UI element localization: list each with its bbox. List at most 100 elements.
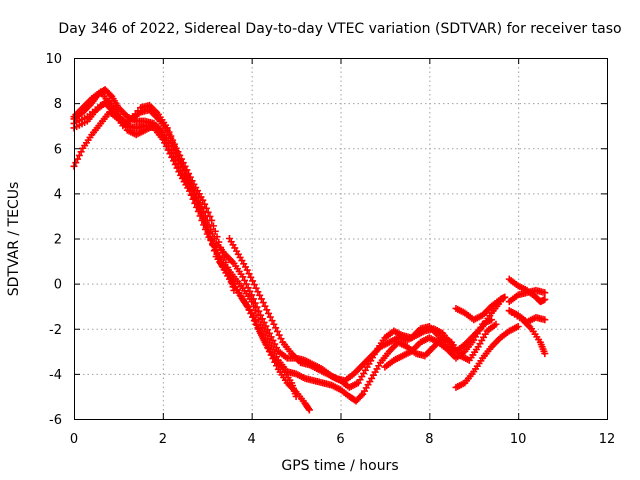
chart-title: Day 346 of 2022, Sidereal Day-to-day VTE… (58, 21, 621, 37)
series-arc-9 (452, 293, 509, 324)
data-point (206, 232, 214, 240)
data-point (245, 270, 253, 278)
data-point (257, 295, 265, 303)
data-point (227, 276, 235, 284)
data-point (241, 276, 249, 284)
data-point (199, 214, 207, 222)
data-point (249, 277, 257, 285)
data-point (183, 166, 191, 174)
data-point (253, 311, 261, 319)
data-point (277, 335, 285, 343)
data-point (247, 273, 255, 281)
series-arc-5 (70, 88, 238, 294)
y-tick-label: 4 (54, 187, 62, 202)
data-point (249, 302, 257, 310)
data-point (169, 136, 177, 144)
series-arc-7 (381, 316, 496, 371)
x-tick-label: 10 (510, 432, 527, 447)
data-point (273, 327, 281, 335)
data-point (261, 302, 269, 310)
x-tick-label: 6 (336, 432, 344, 447)
data-point (170, 140, 178, 148)
data-point (72, 159, 80, 167)
series-arc-13 (505, 307, 549, 358)
data-point (77, 148, 85, 156)
data-point (248, 298, 256, 306)
x-tick-label: 2 (159, 432, 167, 447)
data-point (272, 324, 280, 332)
data-point (242, 280, 250, 288)
data-point (265, 309, 273, 317)
data-point (269, 336, 277, 344)
data-point (239, 273, 247, 281)
data-point (174, 148, 182, 156)
y-tick-label: 8 (54, 97, 62, 112)
data-point (206, 212, 214, 220)
data-point (250, 281, 258, 289)
data-point (357, 392, 365, 400)
data-point (209, 222, 217, 230)
data-point (226, 272, 234, 280)
axis-ticks: 0 2 4 6 8 10 12 -6 -4 -2 0 2 4 6 8 10 (45, 52, 615, 447)
data-point (243, 266, 251, 274)
data-point (224, 263, 232, 271)
y-tick-label: -4 (49, 368, 62, 383)
data-point (177, 155, 185, 163)
data-point (172, 144, 180, 152)
data-point (208, 237, 216, 245)
data-point (213, 233, 221, 241)
data-point (252, 320, 260, 328)
data-point (448, 341, 456, 349)
data-point (270, 320, 278, 328)
data-point (229, 283, 237, 291)
data-point (106, 91, 114, 99)
data-point (186, 173, 194, 181)
data-point (225, 268, 233, 276)
data-point (201, 219, 209, 227)
data-point (192, 194, 200, 202)
data-point (210, 247, 218, 255)
data-point (228, 279, 236, 287)
data-point (541, 350, 549, 358)
series-arc-11 (505, 286, 549, 306)
data-point (179, 159, 187, 167)
data-point (204, 208, 212, 216)
data-point (211, 246, 219, 254)
data-point (168, 149, 176, 157)
series-arc-6 (225, 235, 456, 385)
data-point (266, 313, 274, 321)
data-point (271, 340, 279, 348)
data-point (211, 227, 219, 235)
y-tick-label: 0 (54, 278, 62, 293)
data-point (264, 326, 272, 334)
y-tick-label: -6 (49, 413, 62, 428)
data-point (213, 250, 221, 258)
data-point (541, 289, 549, 297)
data-point (501, 293, 509, 301)
data-point (275, 331, 283, 339)
data-point (259, 335, 267, 343)
data-point (197, 209, 205, 217)
data-point (230, 286, 238, 294)
data-point (541, 316, 549, 324)
data-point (165, 128, 173, 136)
data-point (171, 156, 179, 164)
data-point (541, 295, 549, 303)
x-tick-label: 12 (599, 432, 616, 447)
data-point (220, 253, 228, 261)
data-point (255, 316, 263, 324)
data-point (514, 322, 522, 330)
data-point (265, 329, 273, 337)
data-point (188, 185, 196, 193)
data-point (202, 204, 210, 212)
data-point (243, 302, 251, 310)
data-point (247, 309, 255, 317)
x-axis-label: GPS time / hours (281, 458, 398, 474)
series-arc-8 (452, 322, 522, 391)
data-point (173, 160, 181, 168)
data-point (205, 229, 213, 237)
data-point (217, 244, 225, 252)
x-tick-label: 8 (425, 432, 433, 447)
